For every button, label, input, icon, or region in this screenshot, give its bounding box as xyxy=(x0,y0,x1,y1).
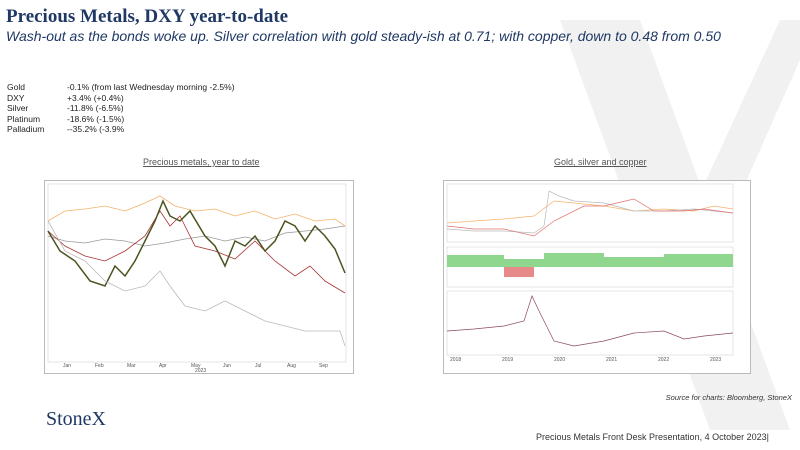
chart-title: Gold, silver and copper xyxy=(554,157,647,167)
metric-value: --35.2% (-3.9% xyxy=(67,124,125,134)
chart-left: Jan Feb Mar Apr May Jun Jul Aug Sep 2023 xyxy=(47,183,347,374)
metric-value: -11.8% (-6.5%) xyxy=(67,103,124,113)
logo: StoneX xyxy=(46,408,106,430)
axis-label: Jul xyxy=(255,363,261,369)
metric-row: DXY +3.4% (+0.4%) xyxy=(7,92,124,103)
axis-label: Jun xyxy=(223,363,231,369)
axis-label: 2020 xyxy=(554,357,565,363)
subtitle: Wash-out as the bonds woke up. Silver co… xyxy=(6,28,721,44)
axis-label: Mar xyxy=(127,363,136,369)
axis-label: May xyxy=(191,363,201,369)
chart-image: Jan Feb Mar Apr May Jun Jul Aug Sep 2023 xyxy=(44,180,354,374)
metric-value: -18.6% (-1.5%) xyxy=(67,113,125,124)
metric-value: -0.1% (from last Wednesday morning -2.5%… xyxy=(67,82,235,92)
title: Precious Metals, DXY year-to-date xyxy=(6,6,289,27)
axis-label: 2019 xyxy=(502,357,513,363)
metric-row: Platinum -18.6% (-1.5%) xyxy=(7,113,125,124)
axis-label: 2023 xyxy=(195,368,206,373)
chart-right: 2018 2019 2020 2021 2022 2023 xyxy=(446,183,734,363)
chart-title: Precious metals, year to date xyxy=(143,157,260,167)
source-note: Source for charts: Bloomberg, StoneX xyxy=(665,393,792,402)
metric-value: +3.4% (+0.4%) xyxy=(67,92,124,103)
axis-label: 2023 xyxy=(710,357,721,363)
axis-label: 2021 xyxy=(606,357,617,363)
axis-label: Feb xyxy=(95,363,104,369)
footer: Precious Metals Front Desk Presentation,… xyxy=(536,432,769,442)
metric-row: Palladium --35.2% (-3.9% xyxy=(7,124,125,134)
metric-row: Gold -0.1% (from last Wednesday morning -… xyxy=(7,82,235,92)
axis-label: Sep xyxy=(319,363,328,369)
axis-label: 2018 xyxy=(450,357,461,363)
axis-label: Apr xyxy=(159,363,167,369)
metric-row: Silver -11.8% (-6.5%) xyxy=(7,103,124,113)
chart-image: 2018 2019 2020 2021 2022 2023 xyxy=(443,180,751,374)
axis-label: 2022 xyxy=(658,357,669,363)
axis-label: Jan xyxy=(63,363,71,369)
axis-label: Aug xyxy=(287,363,296,369)
